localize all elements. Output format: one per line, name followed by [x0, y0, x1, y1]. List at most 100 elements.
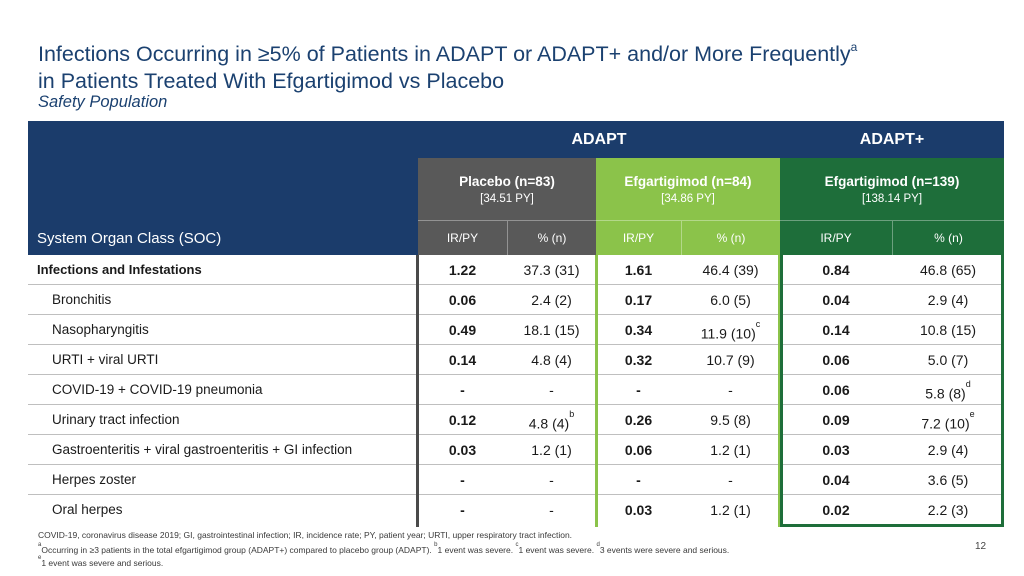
value-cell: - — [507, 375, 596, 405]
value-text: 0.03 — [448, 442, 477, 458]
value-text: 2.9 (4) — [927, 442, 969, 458]
efg-adapt-plus-left-border — [780, 255, 783, 527]
adapt-plus-header: ADAPT+ — [859, 131, 925, 148]
value-cell: 1.2 (1) — [507, 435, 596, 465]
soc-cell: Gastroenteritis + viral gastroenteritis … — [52, 442, 353, 457]
value-cell: 1.2 (1) — [681, 495, 780, 525]
value-cell: 1.2 (1) — [681, 435, 780, 465]
value-text: 18.1 (15) — [523, 322, 580, 338]
value-cell: 46.4 (39) — [681, 255, 780, 285]
value-text: - — [728, 472, 733, 488]
value-cell: 9.5 (8) — [681, 405, 780, 435]
value-text: 0.14 — [822, 322, 850, 338]
value-cell: - — [681, 375, 780, 405]
value-cell: 11.9 (10)c — [681, 315, 780, 345]
value-cell: 4.8 (4)b — [507, 405, 596, 435]
value-cell: 0.49 — [418, 315, 507, 345]
value-cell: 6.0 (5) — [681, 285, 780, 315]
table-row: Infections and Infestations 1.22 37.3 (31)… — [28, 255, 1004, 285]
soc-cell: Oral herpes — [52, 502, 123, 517]
value-cell: 0.34 — [596, 315, 681, 345]
value-cell: 0.17 — [596, 285, 681, 315]
value-text: - — [636, 472, 641, 488]
value-text: 6.0 (5) — [710, 292, 751, 308]
table-row: Herpes zoster - - - - 0.04 3.6 (5) — [28, 465, 1004, 495]
value-text: 37.3 (31) — [523, 262, 580, 278]
value-cell: 0.14 — [418, 345, 507, 375]
table-row: Nasopharyngitis 0.49 18.1 (15) 0.34 11.9 (10… — [28, 315, 1004, 345]
value-cell: 0.03 — [780, 435, 892, 465]
value-text: 0.04 — [822, 472, 850, 488]
value-cell: - — [507, 495, 596, 525]
value-text: - — [636, 382, 641, 398]
infections-table: ADAPT ADAPT+ Placebo (n=83) [34.51 PY] E… — [28, 121, 1004, 527]
value-cell: 3.6 (5) — [892, 465, 1004, 495]
value-cell: 5.0 (7) — [892, 345, 1004, 375]
placebo-left-border — [416, 255, 419, 527]
table-row: Bronchitis 0.06 2.4 (2) 0.17 6.0 (5) 0.04 2.9 … — [28, 285, 1004, 315]
value-text: 0.12 — [448, 412, 477, 428]
table-row: Gastroenteritis + viral gastroenteritis … — [28, 435, 1004, 465]
value-cell: 18.1 (15) — [507, 315, 596, 345]
value-text: 5.0 (7) — [927, 352, 969, 368]
value-text: 0.06 — [822, 382, 850, 398]
group-placebo-label: Placebo (n=83) [34.51 PY] — [459, 174, 555, 205]
efg-adapt-plus-bottom-border — [780, 524, 1004, 527]
value-text: - — [460, 502, 465, 518]
value-text: 1.2 (1) — [710, 502, 751, 518]
value-cell: 0.03 — [596, 495, 681, 525]
value-cell: 0.14 — [780, 315, 892, 345]
efg-adapt-plus-right-border — [1001, 255, 1004, 527]
soc-column-header: System Organ Class (SOC) — [37, 230, 222, 247]
value-cell: 2.9 (4) — [892, 435, 1004, 465]
value-cell: 5.8 (8)d — [892, 375, 1004, 405]
value-text: 0.49 — [448, 322, 477, 338]
footnote-marker: d — [965, 379, 971, 389]
adapt-header: ADAPT — [571, 131, 627, 148]
value-text: 0.03 — [822, 442, 850, 458]
slide-subtitle: Safety Population — [38, 93, 168, 111]
value-text: 1.61 — [624, 262, 653, 278]
value-cell: 10.7 (9) — [681, 345, 780, 375]
soc-cell: Herpes zoster — [52, 472, 137, 487]
value-text: 0.04 — [822, 292, 850, 308]
value-cell: 2.4 (2) — [507, 285, 596, 315]
value-cell: 2.9 (4) — [892, 285, 1004, 315]
value-text: 0.06 — [624, 442, 653, 458]
soc-cell: Urinary tract infection — [52, 412, 180, 427]
value-cell: - — [418, 375, 507, 405]
value-cell: 7.2 (10)e — [892, 405, 1004, 435]
soc-cell: COVID-19 + COVID-19 pneumonia — [52, 382, 263, 397]
value-cell: 1.61 — [596, 255, 681, 285]
value-cell: 0.06 — [418, 285, 507, 315]
value-cell: 0.03 — [418, 435, 507, 465]
value-cell: - — [418, 495, 507, 525]
table-row: COVID-19 + COVID-19 pneumonia - - - - 0.06 5.8… — [28, 375, 1004, 405]
value-cell: 0.04 — [780, 285, 892, 315]
value-text: 0.02 — [822, 502, 850, 518]
group-efg-adapt-plus-label: Efgartigimod (n=139) [138.14 PY] — [824, 174, 960, 205]
footnote-a-to-d: aOccurring in ≥3 patients in the total e… — [38, 542, 730, 555]
value-text: 1.2 (1) — [710, 442, 751, 458]
value-text: 46.8 (65) — [919, 262, 977, 278]
value-text: 46.4 (39) — [702, 262, 759, 278]
value-text: 3.6 (5) — [927, 472, 969, 488]
value-cell: 0.06 — [780, 345, 892, 375]
value-text: 10.7 (9) — [706, 352, 755, 368]
value-cell: 0.02 — [780, 495, 892, 525]
value-cell: 0.84 — [780, 255, 892, 285]
value-cell: 1.22 — [418, 255, 507, 285]
value-text: - — [549, 472, 554, 488]
value-cell: 2.2 (3) — [892, 495, 1004, 525]
footnote-abbreviations: COVID-19, coronavirus disease 2019; GI, … — [38, 530, 573, 540]
efg-adapt-plus-header-bg — [780, 158, 1004, 255]
page-number: 12 — [975, 541, 987, 552]
value-text: - — [460, 382, 465, 398]
placebo-header-bg — [418, 158, 596, 255]
value-text: 0.09 — [822, 412, 850, 428]
value-text: 0.26 — [624, 412, 653, 428]
value-text: 11.9 (10) — [700, 325, 756, 342]
value-cell: 46.8 (65) — [892, 255, 1004, 285]
value-cell: 0.09 — [780, 405, 892, 435]
value-cell: 0.06 — [596, 435, 681, 465]
